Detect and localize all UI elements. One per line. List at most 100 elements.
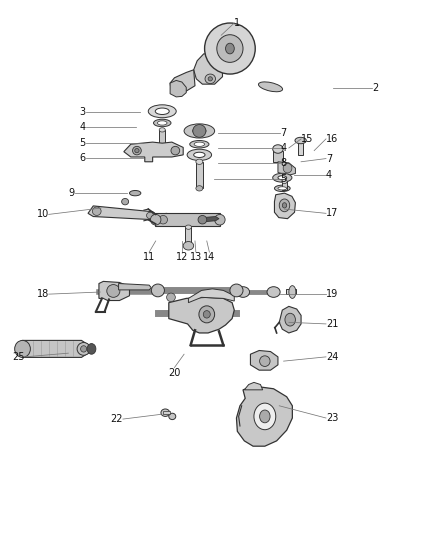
Polygon shape [188,289,234,303]
Polygon shape [278,162,295,175]
Ellipse shape [166,293,175,302]
Polygon shape [119,284,151,290]
Text: 15: 15 [301,134,314,144]
Ellipse shape [159,128,165,132]
Ellipse shape [183,241,194,250]
Ellipse shape [260,410,270,423]
Ellipse shape [77,343,90,356]
Polygon shape [16,341,88,358]
Ellipse shape [153,119,171,127]
Bar [298,141,303,156]
Text: 4: 4 [326,170,332,180]
Ellipse shape [147,212,153,219]
Ellipse shape [283,164,292,173]
Bar [282,181,287,190]
Polygon shape [244,382,263,390]
Polygon shape [170,80,186,97]
Ellipse shape [289,286,296,298]
Bar [185,228,191,246]
Polygon shape [194,54,223,84]
Text: 23: 23 [326,413,338,423]
Text: 9: 9 [69,188,75,198]
Ellipse shape [199,306,215,323]
Ellipse shape [282,179,287,183]
Ellipse shape [226,43,234,54]
Text: 4: 4 [280,143,286,154]
Ellipse shape [169,413,176,419]
Polygon shape [99,281,130,301]
Text: 7: 7 [280,127,286,138]
Text: 1: 1 [234,18,240,28]
Polygon shape [237,386,292,446]
Ellipse shape [215,214,225,225]
Ellipse shape [230,284,243,297]
Polygon shape [88,206,157,220]
Text: 5: 5 [80,138,86,148]
Ellipse shape [205,23,255,74]
Text: 16: 16 [326,134,338,144]
Text: 2: 2 [372,83,378,93]
Polygon shape [124,142,183,162]
Ellipse shape [275,185,290,191]
Bar [273,151,283,163]
Ellipse shape [285,313,295,326]
Ellipse shape [122,198,129,205]
Ellipse shape [133,147,141,155]
Ellipse shape [198,215,207,224]
Ellipse shape [260,356,270,367]
Polygon shape [251,351,278,370]
Ellipse shape [184,124,215,138]
Ellipse shape [185,225,191,229]
Ellipse shape [254,403,276,430]
Text: 17: 17 [326,208,338,219]
Ellipse shape [196,159,203,165]
Text: 24: 24 [326,352,338,362]
Bar [196,162,203,188]
Ellipse shape [171,147,180,155]
Ellipse shape [159,215,167,224]
Ellipse shape [283,203,287,208]
Ellipse shape [155,108,169,115]
Ellipse shape [295,138,306,144]
Ellipse shape [187,149,212,160]
Ellipse shape [237,287,250,297]
Text: 5: 5 [280,174,286,184]
Ellipse shape [258,82,283,92]
Text: 20: 20 [168,368,180,377]
Ellipse shape [130,190,141,196]
Ellipse shape [278,187,287,190]
Text: 25: 25 [12,352,25,362]
Ellipse shape [151,284,164,297]
Text: 21: 21 [326,319,338,329]
Ellipse shape [279,199,290,212]
Ellipse shape [273,173,292,182]
Polygon shape [279,306,301,333]
Ellipse shape [208,77,212,81]
Polygon shape [169,297,234,333]
Text: 22: 22 [110,414,123,424]
Ellipse shape [135,149,139,153]
Polygon shape [202,216,219,222]
Ellipse shape [150,214,161,225]
Text: 12: 12 [176,252,188,262]
Ellipse shape [14,341,30,358]
Text: 18: 18 [36,289,49,299]
Text: 14: 14 [203,252,215,262]
Polygon shape [275,193,295,219]
Bar [155,213,220,226]
Polygon shape [170,70,195,93]
Text: 13: 13 [190,252,202,262]
Ellipse shape [193,128,206,134]
Ellipse shape [196,185,203,191]
Ellipse shape [81,346,87,352]
Ellipse shape [217,35,243,62]
Ellipse shape [273,145,283,154]
Ellipse shape [87,344,96,354]
Ellipse shape [92,207,101,215]
Ellipse shape [205,74,215,84]
Ellipse shape [194,152,205,157]
Ellipse shape [203,311,210,318]
Polygon shape [154,213,175,226]
Ellipse shape [190,141,209,148]
Ellipse shape [161,409,170,416]
